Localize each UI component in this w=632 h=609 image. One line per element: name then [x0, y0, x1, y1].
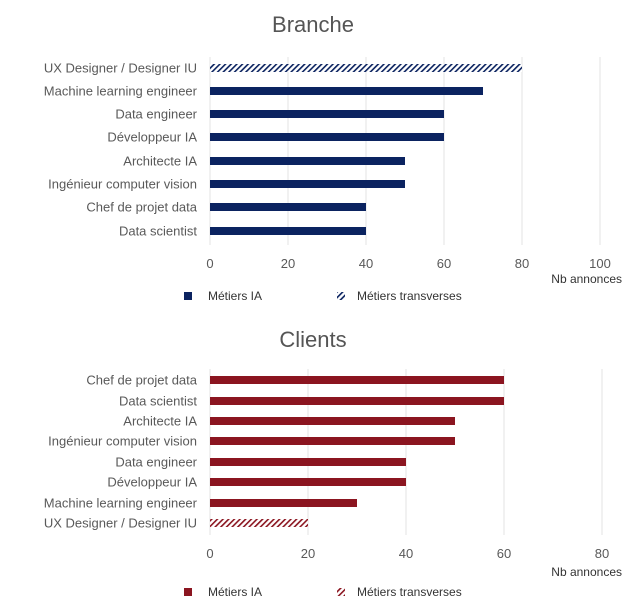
bar-metiers-ia [210, 478, 406, 486]
x-tick-label: 80 [515, 256, 529, 271]
chart-title: Clients [279, 327, 346, 352]
legend-swatch-metiers-ia [184, 292, 192, 300]
category-label: Chef de projet data [86, 373, 197, 388]
category-label: Data engineer [115, 455, 197, 470]
bar-metiers-transverses [210, 519, 308, 527]
bar-metiers-ia [210, 227, 366, 235]
bar-metiers-ia [210, 376, 504, 384]
bar-metiers-ia [210, 458, 406, 466]
category-label: UX Designer / Designer IU [44, 516, 197, 531]
bar-metiers-ia [210, 499, 357, 507]
bar-metiers-ia [210, 397, 504, 405]
category-label: Développeur IA [107, 130, 197, 145]
category-label: Machine learning engineer [44, 496, 198, 511]
x-tick-label: 40 [399, 546, 413, 561]
bar-metiers-transverses [210, 64, 522, 72]
category-label: Architecte IA [123, 414, 197, 429]
bar-metiers-ia [210, 87, 483, 95]
legend-swatch-metiers-transverses [337, 292, 345, 300]
legend-swatch-metiers-transverses [337, 588, 345, 596]
x-tick-label: 0 [206, 546, 213, 561]
bar-metiers-ia [210, 133, 444, 141]
x-axis-label: Nb annonces [551, 565, 622, 579]
legend-label: Métiers transverses [357, 585, 462, 599]
x-tick-label: 20 [281, 256, 295, 271]
category-label: Architecte IA [123, 154, 197, 169]
legend-label: Métiers IA [208, 289, 262, 303]
x-tick-label: 100 [589, 256, 611, 271]
bar-metiers-ia [210, 437, 455, 445]
legend-swatch-metiers-ia [184, 588, 192, 596]
chart-title: Branche [272, 12, 354, 37]
category-label: Chef de projet data [86, 200, 197, 215]
category-label: Machine learning engineer [44, 84, 198, 99]
category-label: UX Designer / Designer IU [44, 61, 197, 76]
x-axis-label: Nb annonces [551, 272, 622, 286]
x-tick-label: 40 [359, 256, 373, 271]
legend-label: Métiers transverses [357, 289, 462, 303]
category-label: Développeur IA [107, 475, 197, 490]
bar-metiers-ia [210, 110, 444, 118]
legend-label: Métiers IA [208, 585, 262, 599]
x-tick-label: 60 [437, 256, 451, 271]
category-label: Ingénieur computer vision [48, 434, 197, 449]
bar-metiers-ia [210, 417, 455, 425]
bar-metiers-ia [210, 157, 405, 165]
x-tick-label: 60 [497, 546, 511, 561]
bar-metiers-ia [210, 203, 366, 211]
category-label: Data engineer [115, 107, 197, 122]
category-label: Ingénieur computer vision [48, 177, 197, 192]
x-tick-label: 80 [595, 546, 609, 561]
x-tick-label: 0 [206, 256, 213, 271]
category-label: Data scientist [119, 224, 197, 239]
x-tick-label: 20 [301, 546, 315, 561]
category-label: Data scientist [119, 394, 197, 409]
bar-metiers-ia [210, 180, 405, 188]
